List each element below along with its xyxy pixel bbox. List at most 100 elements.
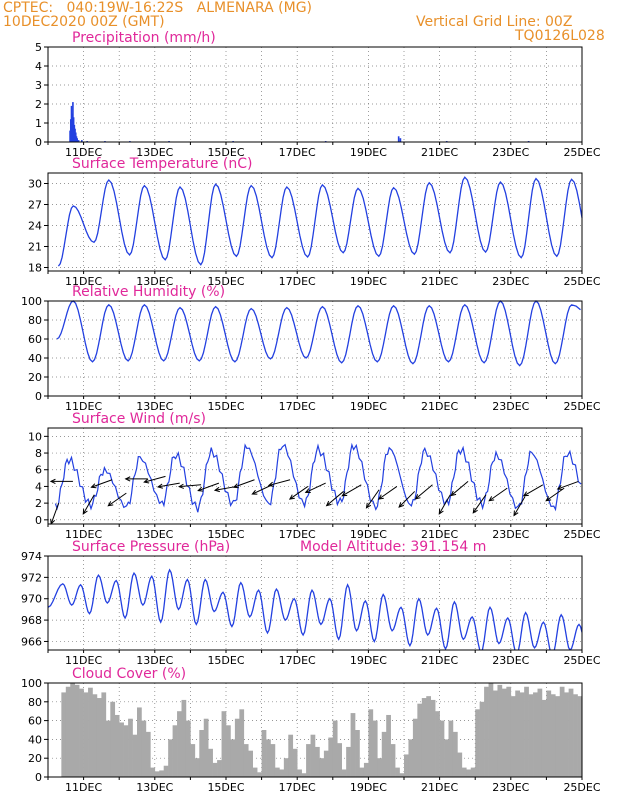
y-tick-label: 20 xyxy=(28,371,42,384)
cloud-bar xyxy=(150,767,156,777)
wind-arrow-head xyxy=(90,483,97,489)
wind-arrow-shaft xyxy=(252,484,273,495)
precip-bar xyxy=(76,138,78,142)
cloud-bar xyxy=(564,692,569,777)
cloud-bar xyxy=(199,730,205,777)
wind-arrow-shaft xyxy=(50,502,60,524)
cloud-bar xyxy=(412,718,418,777)
cloud-bar xyxy=(404,754,409,777)
header-grid-note: Vertical Grid Line: 00Z xyxy=(416,14,573,30)
wind-arrow-head xyxy=(414,494,421,500)
cloud-bar xyxy=(386,714,391,777)
wind-arrow-head xyxy=(288,494,295,500)
cloud-bar xyxy=(506,686,512,777)
cloud-bar xyxy=(524,686,529,777)
x-tick-label: 21DEC xyxy=(421,146,458,159)
wind-arrow-shaft xyxy=(415,484,433,500)
cloud-bar xyxy=(226,725,231,777)
cloud-bar xyxy=(377,758,383,777)
cloud-bar xyxy=(208,748,213,777)
cloud-bar xyxy=(292,748,298,777)
y-tick-label: 4 xyxy=(35,480,42,493)
cloud-bar xyxy=(301,773,307,777)
y-tick-label: 27 xyxy=(28,199,42,212)
header-date: 10DEC2020 00Z (GMT) xyxy=(3,14,165,30)
y-tick-label: 18 xyxy=(28,262,42,275)
x-tick-label: 11DEC xyxy=(65,528,102,541)
wind-arrow-head xyxy=(377,494,384,500)
wind-arrow-shaft xyxy=(305,482,326,493)
panel-title: Surface Temperature (nC) xyxy=(72,156,253,172)
precip-bar xyxy=(77,140,80,142)
cloud-bar xyxy=(217,760,222,777)
cloud-bar xyxy=(346,746,351,777)
wind-arrow-shaft xyxy=(488,487,508,502)
x-tick-label: 23DEC xyxy=(492,275,529,288)
cloud-bar xyxy=(515,690,520,777)
x-tick-label: 15DEC xyxy=(207,528,244,541)
wind-arrow-shaft xyxy=(289,486,309,500)
wind-arrow-shaft xyxy=(91,479,113,488)
y-tick-label: 80 xyxy=(28,696,42,709)
x-tick-label: 19DEC xyxy=(350,528,387,541)
cloud-bar xyxy=(194,758,200,777)
cloud-bar xyxy=(466,769,472,777)
cloud-bar xyxy=(88,687,93,777)
cloud-bar xyxy=(137,707,142,777)
cloud-bar xyxy=(257,772,262,777)
wind-arrow-head xyxy=(143,478,150,484)
y-tick-label: 972 xyxy=(21,571,42,584)
wind-arrow-head xyxy=(124,476,131,482)
cloud-bar xyxy=(537,688,543,777)
cloud-bar xyxy=(248,750,253,777)
x-tick-label: 17DEC xyxy=(279,528,316,541)
cloud-bar xyxy=(426,696,431,777)
x-tick-label: 15DEC xyxy=(207,781,244,794)
wind-arrow-head xyxy=(213,486,220,493)
x-tick-label: 13DEC xyxy=(136,654,173,667)
cloud-bar xyxy=(323,750,329,777)
cloud-bar xyxy=(79,688,84,777)
pressure-line xyxy=(48,568,582,650)
cloud-bar xyxy=(128,718,133,777)
cloud-bar xyxy=(270,744,276,777)
x-tick-label: 17DEC xyxy=(279,781,316,794)
x-tick-label: 25DEC xyxy=(563,528,600,541)
cloud-bar xyxy=(350,713,356,777)
y-tick-label: 60 xyxy=(28,333,42,346)
cloud-bar xyxy=(359,767,365,777)
cloud-bar xyxy=(559,686,565,777)
wind-arrow-shaft xyxy=(398,491,416,508)
cloud-bar xyxy=(510,696,516,777)
cloud-bar xyxy=(337,743,342,777)
cloud-bar xyxy=(528,694,534,777)
x-tick-label: 19DEC xyxy=(350,146,387,159)
cloud-bar xyxy=(114,714,120,777)
wind-arrow-shaft xyxy=(326,491,344,506)
x-tick-label: 11DEC xyxy=(65,146,102,159)
cloud-bar xyxy=(288,734,294,777)
x-tick-label: 17DEC xyxy=(279,654,316,667)
cloud-bar xyxy=(452,731,458,777)
cloud-bar xyxy=(328,737,334,777)
cloud-bar xyxy=(395,767,400,777)
wind-arrow-shaft xyxy=(144,475,166,483)
x-tick-label: 15DEC xyxy=(207,275,244,288)
wind-arrow-shaft xyxy=(82,494,95,515)
precip-bar xyxy=(399,138,402,142)
wind-arrow-shaft xyxy=(268,479,291,486)
cloud-bar xyxy=(444,739,449,777)
wind-arrow-head xyxy=(49,478,56,485)
y-tick-label: 2 xyxy=(35,497,42,510)
cloud-bar xyxy=(168,739,173,777)
panel-frame xyxy=(47,300,583,397)
cloud-bar xyxy=(283,758,289,777)
header-station: CPTEC: 040:19W-16:22S ALMENARA (MG) xyxy=(3,0,313,16)
cloud-bar xyxy=(159,770,164,777)
wind-arrow-shaft xyxy=(108,492,127,507)
wind-arrow-shaft xyxy=(450,481,469,496)
x-tick-label: 19DEC xyxy=(350,400,387,413)
panel-title: Precipitation (mm/h) xyxy=(72,30,216,46)
wind-arrow-shaft xyxy=(378,486,398,500)
